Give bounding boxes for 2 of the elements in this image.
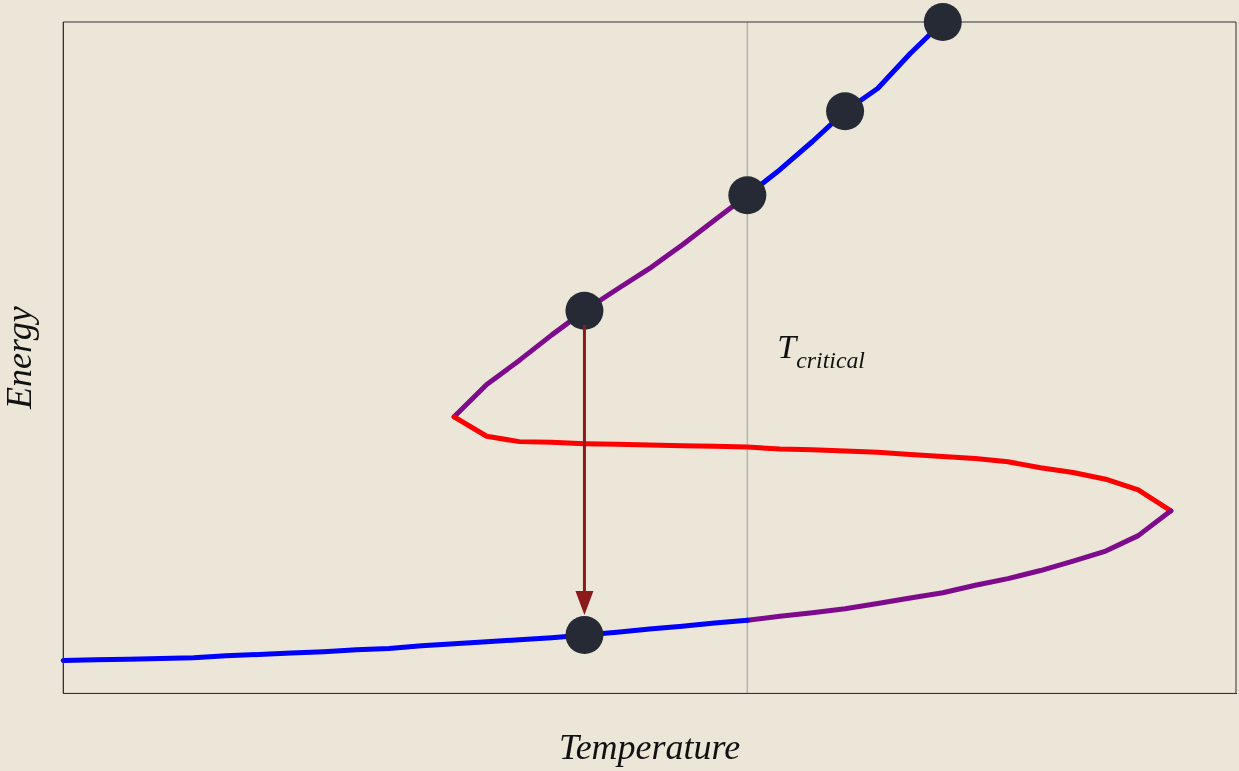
x-axis-title: Temperature <box>558 726 741 767</box>
y-axis-title: Energy <box>0 306 40 411</box>
